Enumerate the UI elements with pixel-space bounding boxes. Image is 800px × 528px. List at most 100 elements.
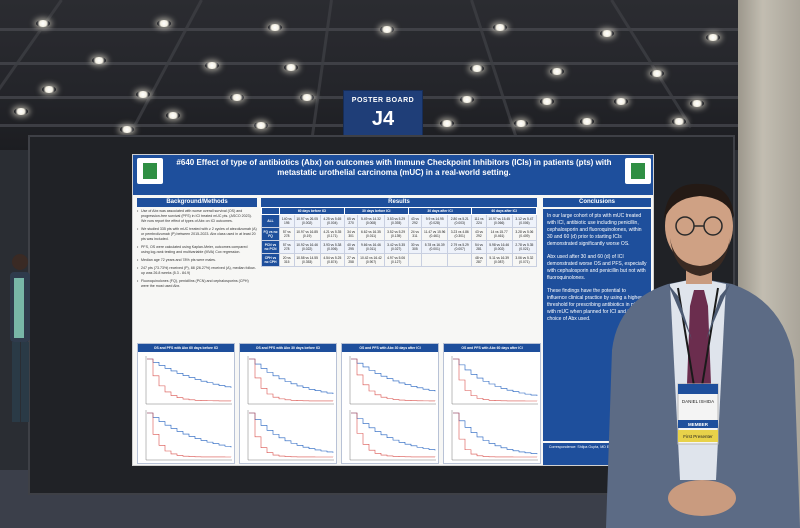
table-cell: 10.97 vs 26.05 (0.002) — [293, 214, 321, 228]
table-cell: 43 vs 292 — [471, 227, 487, 241]
plot-axis — [451, 356, 538, 405]
section-conclusions-header: Conclusions — [543, 198, 651, 207]
table-cell: 5.98 vs 16.46 (0.002) — [485, 240, 513, 254]
table-cell: 6.62 vs 16.35 (0.011) — [357, 227, 385, 241]
badge-ribbon: First Presenter — [683, 434, 713, 439]
plot-title: OS and PFS with Abx 60 days after ICI — [444, 344, 540, 352]
ceiling-light — [230, 94, 244, 101]
table-row: ALL 140 vs 195 10.97 vs 26.05 (0.002) 4.25 … — [261, 214, 538, 228]
table-cell — [421, 253, 449, 267]
results-table: 60 days before ICI 30 days before ICI 30… — [261, 207, 538, 267]
ceiling-light — [36, 20, 50, 27]
ceiling-light — [205, 62, 219, 69]
table-corner — [261, 207, 280, 215]
km-curves — [247, 356, 334, 461]
table-cell: 20 vs 315 — [279, 253, 295, 267]
poster-title: #640 Effect of type of antibiotics (Abx)… — [176, 158, 612, 177]
table-cell: 140 vs 195 — [279, 214, 295, 228]
institution-logo — [137, 158, 163, 184]
table-cell: 3.28 vs 5.06 (0.409) — [511, 227, 538, 241]
ceiling-light — [514, 120, 528, 127]
km-curves — [145, 356, 232, 461]
table-cell: 40 vs 295 — [343, 240, 359, 254]
plot-axis — [247, 356, 334, 405]
table-cell: 4.21 vs 5.35 (0.171) — [319, 227, 345, 241]
km-curve — [147, 358, 232, 388]
conclusion-text: Abx used after 30 and 60 (d) of ICI demo… — [547, 254, 647, 281]
ceiling-light — [14, 108, 28, 115]
ceiling-light — [614, 98, 628, 105]
table-row: FQ vs no FQ 57 vs 278 10.97 vs 16.85 (0.19… — [261, 227, 538, 241]
background-point: We studied 335 pts with mUC treated with… — [137, 227, 257, 242]
row-label: CPH vs no CPH — [261, 253, 280, 267]
table-row: PCN vs no PCN 57 vs 278 10.92 vs 16.46 (0.… — [261, 240, 538, 254]
plot-title: OS and PFS with Abx 30 days before ICI — [240, 344, 336, 352]
km-curves — [349, 356, 436, 461]
row-label: PCN vs no PCN — [261, 240, 280, 254]
table-cell: 3.52 vs 5.29 (0.139) — [383, 227, 409, 241]
table-cell: 57 vs 278 — [279, 240, 295, 254]
conclusion-text: In our large cohort of pts with mUC trea… — [547, 213, 642, 247]
ceiling-light — [268, 24, 282, 31]
ceiling-light — [440, 120, 454, 127]
table-cell: 34 vs 301 — [343, 227, 359, 241]
table-cell: 9.9 vs 14.95 (0.028) — [421, 214, 449, 228]
km-curve — [249, 412, 334, 458]
plot-axis — [451, 410, 538, 461]
table-cell: 3.06 vs 5.32 (0.071) — [511, 253, 538, 267]
km-curve — [249, 412, 334, 453]
table-cell: 10.97 vs 15.45 (0.066) — [485, 214, 513, 228]
table-cell: 3.42 vs 5.35 (0.027) — [383, 240, 409, 254]
table-header: 60 days before ICI — [279, 207, 345, 215]
km-curve — [351, 412, 436, 458]
table-cell: 11.47 vs 15.96 (0.461) — [421, 227, 449, 241]
section-background-header: Background/Methods — [137, 198, 257, 207]
ceiling-light — [284, 64, 298, 71]
km-plot-panel: OS and PFS with Abx 60 days before ICI — [137, 343, 235, 464]
ceiling-light — [493, 24, 507, 31]
ceiling-light — [92, 57, 106, 64]
table-cell: 3.23 vs 4.86 (0.301) — [447, 227, 473, 241]
km-curves — [451, 356, 538, 461]
table-cell: 10.42 vs 16.42 (0.907) — [357, 253, 385, 267]
background-point: Use of Abx was associated with worse ove… — [137, 209, 257, 224]
attendee-figure — [10, 254, 30, 422]
table-cell: 43 vs 292 — [407, 214, 423, 228]
table-cell: 30 vs 305 — [407, 240, 423, 254]
km-curve — [453, 358, 538, 402]
ceiling-light — [254, 122, 268, 129]
table-cell: 3.53 vs 5.29 (0.393) — [383, 214, 409, 228]
ceiling-light — [380, 26, 394, 33]
ceiling-light — [650, 70, 664, 77]
ceiling-light — [157, 20, 171, 27]
km-curve — [453, 412, 537, 458]
institution-logo — [625, 158, 651, 184]
table-row: CPH vs no CPH 20 vs 315 10.58 vs 14.55 (0.… — [261, 253, 538, 267]
table-cell — [447, 253, 473, 267]
km-curve — [147, 412, 232, 458]
km-curve — [249, 358, 334, 402]
table-cell: 111 vs 224 — [471, 214, 487, 228]
table-cell: 65 vs 270 — [343, 214, 359, 228]
conclusion-text: These findings have the potential to inf… — [547, 288, 642, 322]
ceiling-light — [550, 68, 564, 75]
poster-header: #640 Effect of type of antibiotics (Abx)… — [133, 155, 653, 195]
table-cell: 2.78 vs 5.35 (0.021) — [511, 240, 538, 254]
table-cell: 4.97 vs 5.06 (0.127) — [383, 253, 409, 267]
table-cell — [407, 253, 423, 267]
ceiling-light — [540, 98, 554, 105]
ceiling-truss — [0, 28, 800, 31]
row-label: ALL — [261, 214, 280, 228]
background-list: Use of Abx was associated with worse ove… — [137, 209, 257, 292]
section-results-header: Results — [261, 198, 537, 207]
ceiling-light — [672, 118, 686, 125]
km-curve — [351, 358, 436, 392]
plot-axis — [247, 410, 334, 461]
badge-role: MEMBER — [688, 422, 709, 427]
table-cell: 54 vs 281 — [471, 240, 487, 254]
table-cell: 5.11 vs 16.39 (0.087) — [485, 253, 513, 267]
row-label: FQ vs no FQ — [261, 227, 280, 241]
table-cell: 14 vs 15.77 (0.461) — [485, 227, 513, 241]
table-header: 30 days after ICI — [407, 207, 473, 215]
table-cell: 5.49 vs 14.32 (0.008) — [357, 214, 385, 228]
